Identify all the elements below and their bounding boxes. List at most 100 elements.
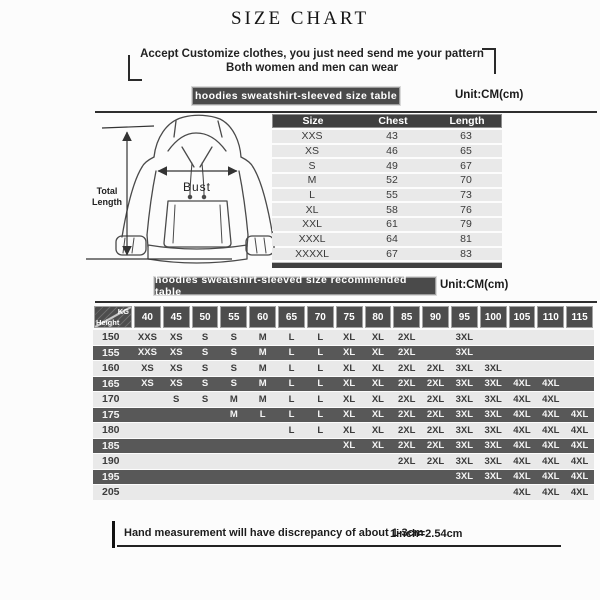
divider-2 bbox=[95, 301, 597, 303]
matrix-size-cell: 3XL bbox=[455, 362, 474, 374]
weight-header-cell: 105 bbox=[508, 306, 536, 328]
matrix-size-cell bbox=[421, 470, 450, 485]
matrix-size-cell bbox=[479, 346, 508, 361]
matrix-size-cell: 2XL bbox=[398, 362, 416, 374]
matrix-size-cell: L bbox=[317, 424, 324, 436]
length-cell: 83 bbox=[460, 247, 472, 260]
matrix-size-cell: S bbox=[201, 331, 209, 343]
weight-header-cell: 50 bbox=[191, 306, 219, 328]
matrix-size-cell: 3XL bbox=[484, 393, 502, 405]
matrix-size-cell bbox=[133, 454, 162, 469]
matrix-size-cell bbox=[565, 392, 594, 407]
size-table-row: XXXXL 67 83 bbox=[272, 247, 502, 261]
size-cell: S bbox=[308, 159, 316, 172]
matrix-size-cell: L bbox=[317, 362, 324, 374]
unit-label-1: Unit:CM(cm) bbox=[455, 89, 524, 101]
matrix-size-cell bbox=[191, 439, 220, 454]
matrix-size-cell: 4XL bbox=[542, 378, 560, 390]
matrix-size-cell: 4XL bbox=[570, 471, 589, 483]
height-label-cell: 185 bbox=[102, 439, 120, 452]
total-length-arrow bbox=[86, 125, 232, 260]
matrix-size-cell: XL bbox=[343, 331, 356, 343]
matrix-size-cell bbox=[479, 330, 508, 345]
size-table-badge: hoodies sweatshirt-sleeved size table bbox=[192, 87, 400, 105]
corner-kg-label: KG bbox=[117, 307, 129, 316]
matrix-size-cell bbox=[277, 485, 306, 500]
matrix-size-cell bbox=[191, 454, 220, 469]
matrix-size-cell: 4XL bbox=[542, 486, 560, 498]
matrix-size-cell: L bbox=[317, 409, 324, 421]
matrix-size-cell bbox=[219, 485, 248, 500]
matrix-size-cell bbox=[133, 392, 162, 407]
matrix-row: 170 S S M M L L XL XL 2XL 2XL 3XL 3XL 4XL 4XL bbox=[93, 392, 594, 407]
matrix-size-cell: M bbox=[258, 331, 267, 343]
matrix-size-cell bbox=[248, 439, 277, 454]
matrix-size-cell bbox=[277, 454, 306, 469]
matrix-size-cell: 2XL bbox=[426, 424, 445, 436]
length-cell: 63 bbox=[460, 130, 472, 143]
size-table-row: XXL 61 79 bbox=[272, 218, 502, 231]
unit-label-2: Unit:CM(cm) bbox=[440, 279, 509, 291]
matrix-row: 150 XXS XS S S M L L XL XL 2XL 3XL bbox=[93, 330, 594, 345]
matrix-size-cell bbox=[508, 361, 537, 376]
matrix-size-cell: XL bbox=[343, 347, 356, 359]
size-table-row: M 52 70 bbox=[272, 174, 502, 187]
matrix-size-cell bbox=[536, 361, 565, 376]
matrix-size-cell bbox=[565, 377, 594, 392]
height-label-cell: 170 bbox=[102, 393, 120, 406]
matrix-size-cell bbox=[392, 485, 421, 500]
height-label-cell: 160 bbox=[102, 362, 120, 375]
length-cell: 67 bbox=[460, 159, 472, 172]
matrix-size-cell bbox=[277, 439, 306, 454]
matrix-size-cell: L bbox=[288, 331, 295, 343]
matrix-size-cell: 4XL bbox=[542, 440, 560, 452]
matrix-size-cell: 4XL bbox=[513, 486, 531, 498]
matrix-size-cell bbox=[162, 423, 191, 438]
matrix-size-cell: L bbox=[288, 393, 295, 405]
matrix-size-cell: S bbox=[230, 378, 238, 390]
matrix-size-cell bbox=[191, 485, 220, 500]
matrix-size-cell bbox=[421, 330, 450, 345]
matrix-size-cell bbox=[191, 408, 220, 423]
chest-cell: 58 bbox=[386, 203, 398, 216]
matrix-row: 155 XXS XS S S M L L XL XL 2XL 3XL bbox=[93, 345, 594, 361]
matrix-size-cell bbox=[133, 408, 162, 423]
weight-header-cell: 45 bbox=[162, 306, 190, 328]
matrix-size-cell: M bbox=[229, 393, 238, 405]
matrix-size-cell: L bbox=[317, 331, 324, 343]
size-cell: XS bbox=[304, 145, 319, 158]
matrix-size-cell bbox=[162, 408, 191, 423]
matrix-size-cell bbox=[162, 470, 191, 485]
matrix-row: 180 L L XL XL 2XL 2XL 3XL 3XL 4XL 4XL 4XL bbox=[93, 423, 594, 438]
size-cell: XXXL bbox=[298, 233, 326, 246]
matrix-size-cell bbox=[565, 346, 594, 361]
banner-line2: Both women and men can wear bbox=[226, 62, 398, 74]
matrix-size-cell: L bbox=[317, 393, 324, 405]
matrix-size-cell: 3XL bbox=[455, 393, 474, 405]
size-cell: XXXXL bbox=[295, 247, 329, 260]
size-table: Size Chest Length XXS 43 63 XS 46 65 S 49 67 M 52 7… bbox=[272, 114, 502, 269]
matrix-size-cell bbox=[364, 454, 393, 469]
matrix-size-cell: L bbox=[317, 378, 324, 390]
matrix-size-cell: XL bbox=[343, 378, 356, 390]
matrix-size-cell: S bbox=[201, 347, 209, 359]
weight-header-cell: 95 bbox=[450, 306, 478, 328]
size-table-row: L 55 73 bbox=[272, 188, 502, 202]
length-cell: 65 bbox=[460, 145, 472, 158]
matrix-size-cell: XL bbox=[371, 409, 384, 421]
matrix-size-cell bbox=[162, 454, 191, 469]
matrix-size-cell: L bbox=[288, 362, 295, 374]
matrix-size-cell: XL bbox=[371, 393, 384, 405]
matrix-size-cell: L bbox=[259, 409, 266, 421]
matrix-size-cell: 4XL bbox=[570, 440, 589, 452]
matrix-size-cell bbox=[335, 454, 364, 469]
matrix-size-cell: L bbox=[288, 424, 295, 436]
matrix-size-cell: 4XL bbox=[542, 471, 560, 483]
height-label-cell: 205 bbox=[102, 486, 120, 499]
chest-cell: 67 bbox=[386, 247, 398, 260]
matrix-size-cell: 2XL bbox=[398, 378, 416, 390]
matrix-size-cell: 3XL bbox=[484, 455, 502, 467]
matrix-size-cell: XS bbox=[169, 347, 183, 359]
matrix-header-row: KG Height 40 45 50 55 60 65 70 75 80 85 90 95 100 105… bbox=[93, 305, 594, 329]
